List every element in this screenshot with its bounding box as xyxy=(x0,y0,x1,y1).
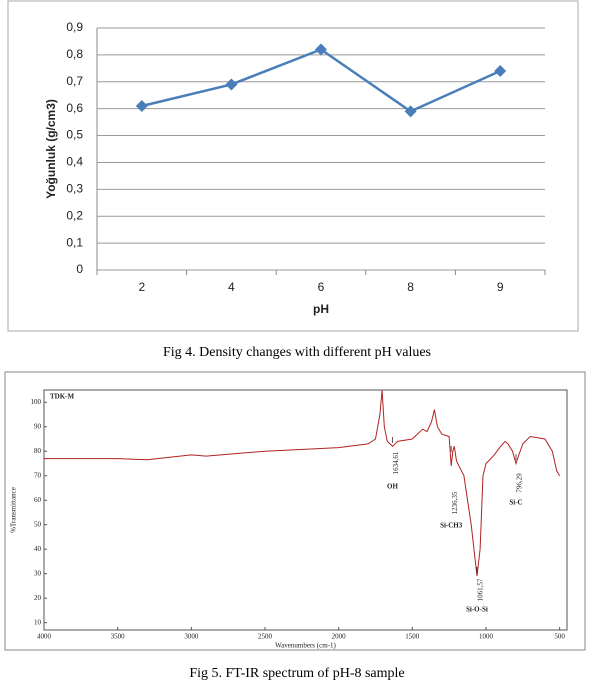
x-tick-label: 1500 xyxy=(405,633,420,641)
x-tick-label: 6 xyxy=(318,280,325,294)
annotation-value: 1634,61 xyxy=(392,451,400,474)
x-tick-label: 1000 xyxy=(479,633,494,641)
y-tick-label: 20 xyxy=(34,594,42,602)
y-tick-label: 10 xyxy=(34,618,42,626)
annotation-name: Si-O-Si xyxy=(466,606,488,614)
y-tick-label: 0,3 xyxy=(66,182,83,196)
chart-1: 0 0,1 0,2 0,3 0,4 0,5 0,6 0,7 0,8 0,9 2 4 6 8 9 pH Yoğun… xyxy=(44,20,546,316)
y-axis-label: %Transmittance xyxy=(10,487,18,533)
x-tick-label: 8 xyxy=(407,280,414,294)
marker xyxy=(404,105,417,118)
plot-frame xyxy=(43,389,568,631)
y-tick-label: 100 xyxy=(31,398,42,406)
x-tick-label: 2500 xyxy=(258,633,273,641)
y-tick-label: 30 xyxy=(34,569,42,577)
y-tick-label: 40 xyxy=(34,545,42,553)
caption: Fig 4. Density changes with different pH… xyxy=(163,345,431,360)
y-tick-label: 0,6 xyxy=(66,101,83,115)
x-axis-label: Wavenumbers (cm-1) xyxy=(275,642,336,650)
y-tick-label: 0,7 xyxy=(66,74,83,88)
annotation-name: OH xyxy=(387,483,398,491)
annotation-name: Si-C xyxy=(509,499,522,507)
x-tick-label: 2000 xyxy=(332,633,347,641)
y-tick-label: 0,1 xyxy=(66,235,83,249)
y-axis-label: Yoğunluk (g/cm3) xyxy=(44,99,58,199)
y-tick-label: 0,5 xyxy=(66,128,83,142)
marker xyxy=(225,78,238,91)
caption: Fig 5. FT-IR spectrum of pH-8 sample xyxy=(189,666,404,681)
chart-frame xyxy=(7,0,579,332)
y-tick-label: 90 xyxy=(34,422,42,430)
annotation-value: 1061,57 xyxy=(477,578,485,601)
y-tick-label: 0,8 xyxy=(66,47,83,61)
y-tick-label: 50 xyxy=(34,520,42,528)
y-tick-label: 80 xyxy=(34,447,42,455)
x-tick-label: 9 xyxy=(497,280,504,294)
y-tick-label: 0,2 xyxy=(66,208,83,222)
chart-2: 10 20 30 40 50 60 70 80 90 100 4000 3500 3000 2500 200… xyxy=(10,389,568,650)
y-tick-label: 0,9 xyxy=(66,20,83,34)
y-tick-label: 0 xyxy=(76,262,83,276)
annotation-value: 1236,35 xyxy=(451,491,459,514)
y-tick-label: 60 xyxy=(34,496,42,504)
marker xyxy=(135,99,148,112)
x-tick-label: 4 xyxy=(228,280,235,294)
marker xyxy=(315,43,327,56)
y-tick-label: 70 xyxy=(34,471,42,479)
y-tick-label: 0,4 xyxy=(66,155,83,169)
x-tick-label: 3000 xyxy=(184,633,199,641)
marker xyxy=(494,65,507,78)
x-tick-label: 3500 xyxy=(111,633,126,641)
x-tick-label: 4000 xyxy=(37,633,52,641)
x-axis-label: pH xyxy=(313,302,329,316)
x-tick-label: 2 xyxy=(138,280,145,294)
chart-title: TDK-M xyxy=(50,393,75,401)
x-tick-label: 500 xyxy=(554,633,565,641)
annotation-value: 796,29 xyxy=(516,473,524,493)
chart-frame xyxy=(4,371,586,651)
annotation-name: Si-CH3 xyxy=(440,522,463,530)
spectrum-line xyxy=(44,389,561,577)
